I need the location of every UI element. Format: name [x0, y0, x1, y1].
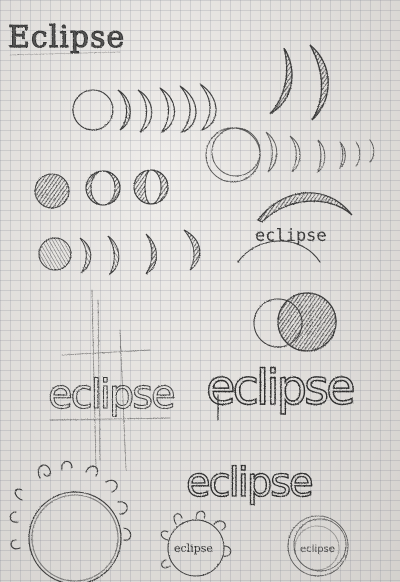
moon-phase-row-4 — [38, 229, 201, 276]
outlined-wordmark-right: eclipse — [206, 360, 353, 416]
moon-phase-row-1 — [72, 83, 217, 134]
guide-lines — [49, 289, 171, 471]
large-crescents — [269, 44, 329, 121]
bold-wordmark-center: eclipse — [186, 460, 312, 506]
moon-phase-row-3 — [34, 169, 169, 209]
sketch-heading: Eclipse — [8, 20, 125, 55]
ring-logo: eclipse — [287, 515, 349, 577]
arc-wordmark: eclipse — [237, 192, 353, 263]
swirl-sun-large — [9, 460, 132, 582]
swirl-sun-small: eclipse — [160, 510, 232, 577]
overlapping-eclipse — [253, 292, 337, 352]
ring-wordmark-label: eclipse — [300, 544, 335, 555]
outlined-wordmark-left: eclipse — [48, 372, 174, 418]
sun-wordmark-label: eclipse — [174, 542, 213, 555]
moon-phase-row-2 — [205, 127, 375, 183]
